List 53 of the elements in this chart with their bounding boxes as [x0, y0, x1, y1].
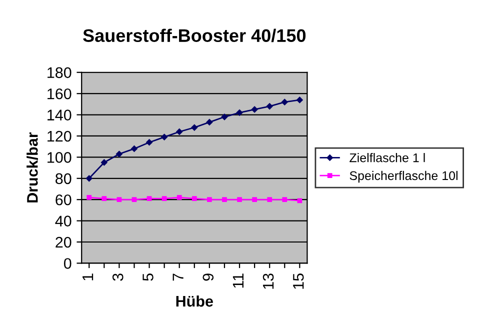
legend-label: Zielflasche 1 l — [350, 153, 425, 162]
point — [266, 103, 273, 110]
point — [297, 198, 302, 204]
y-tick-label: 40 — [55, 216, 72, 226]
legend-label: Speicherflasche 10l — [350, 170, 458, 183]
point — [267, 197, 272, 202]
x-tick-label: 9 — [202, 274, 214, 281]
point — [86, 175, 92, 182]
point — [206, 119, 213, 126]
x-tick-label: 5 — [142, 274, 154, 281]
point — [102, 196, 107, 201]
point — [281, 98, 288, 106]
point — [146, 196, 152, 201]
y-tick-label: 140 — [48, 110, 72, 120]
point — [221, 114, 228, 120]
point — [176, 195, 182, 200]
point — [176, 128, 183, 135]
point — [236, 110, 243, 116]
chart-title: Sauerstoff-Booster 40/150 — [83, 28, 306, 42]
point — [116, 150, 122, 158]
x-tick-label: 15 — [293, 274, 304, 289]
y-tick-label: 160 — [48, 88, 72, 100]
y-tick-label: 80 — [56, 173, 72, 184]
y-tick-label: 100 — [48, 152, 72, 163]
y-tick-label: 60 — [56, 194, 72, 206]
y-axis-title: Druck/bar — [26, 132, 38, 202]
y-tick-label: 20 — [56, 236, 72, 248]
x-axis-title: Hübe — [176, 295, 213, 307]
x-tick-label: 11 — [232, 274, 244, 288]
y-tick-label: 0 — [64, 258, 72, 269]
point — [207, 197, 212, 202]
point — [146, 139, 152, 146]
point — [252, 197, 257, 202]
y-tick-label: 120 — [48, 130, 72, 142]
point — [131, 146, 138, 152]
point — [132, 197, 137, 202]
x-tick-label: 7 — [172, 274, 184, 281]
y-tick-label: 180 — [48, 67, 72, 78]
x-tick-label: 3 — [112, 274, 124, 281]
x-tick-label: 13 — [262, 274, 274, 289]
point — [237, 197, 242, 202]
point — [222, 197, 227, 202]
point — [282, 197, 288, 202]
point — [161, 134, 168, 140]
point — [192, 196, 197, 201]
point — [86, 195, 92, 200]
point — [191, 124, 198, 131]
x-tick-label: 1 — [82, 274, 94, 280]
point — [116, 197, 122, 202]
point — [296, 96, 303, 104]
point — [251, 106, 258, 113]
point — [162, 196, 167, 201]
point — [101, 159, 108, 166]
